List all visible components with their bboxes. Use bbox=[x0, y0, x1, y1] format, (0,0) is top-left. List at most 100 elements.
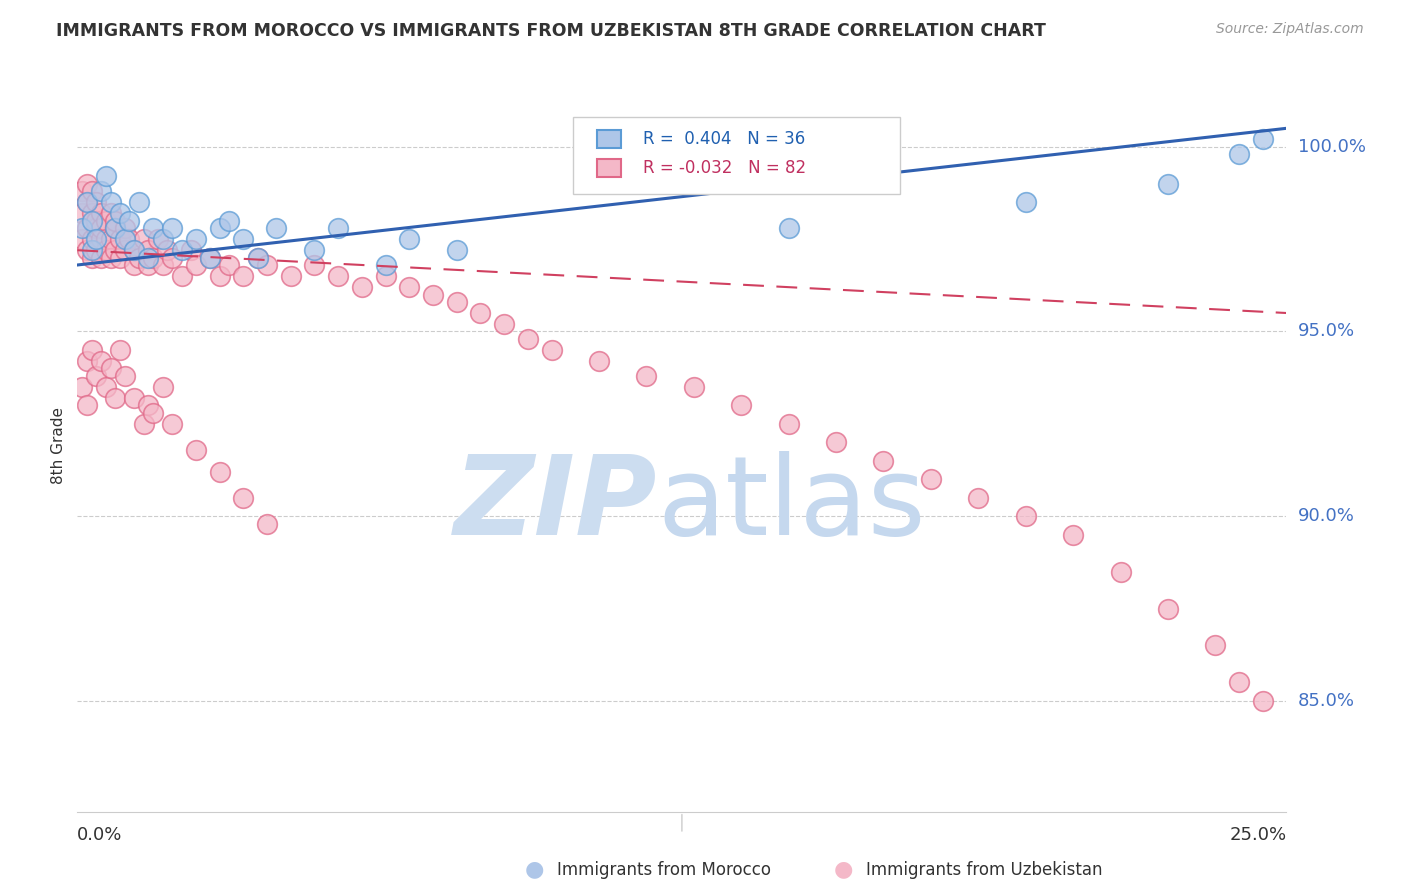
Point bbox=[100, 251, 122, 265]
Point bbox=[1109, 565, 1132, 579]
Point bbox=[84, 221, 107, 235]
Point bbox=[1227, 147, 1250, 161]
Point bbox=[122, 391, 145, 405]
Point bbox=[1251, 694, 1274, 708]
Point bbox=[104, 244, 127, 258]
Point bbox=[100, 361, 122, 376]
Point bbox=[446, 244, 468, 258]
Text: 25.0%: 25.0% bbox=[1229, 827, 1286, 845]
Point bbox=[232, 491, 254, 505]
Y-axis label: 8th Grade: 8th Grade bbox=[51, 408, 66, 484]
Point bbox=[118, 232, 141, 246]
Point bbox=[266, 221, 288, 235]
Text: 90.0%: 90.0% bbox=[1298, 508, 1354, 525]
Point bbox=[104, 221, 127, 235]
Point bbox=[94, 244, 117, 258]
Point bbox=[90, 184, 112, 198]
Point bbox=[160, 417, 183, 431]
Point bbox=[156, 244, 179, 258]
Point bbox=[184, 442, 207, 457]
Point bbox=[920, 472, 942, 486]
Point bbox=[114, 221, 136, 235]
Point bbox=[825, 435, 848, 450]
Point bbox=[90, 251, 112, 265]
Point bbox=[94, 380, 117, 394]
Point bbox=[104, 213, 127, 227]
Point bbox=[1157, 601, 1180, 615]
Point bbox=[76, 177, 98, 191]
Point bbox=[80, 343, 103, 357]
Point bbox=[1015, 509, 1038, 524]
FancyBboxPatch shape bbox=[598, 159, 621, 178]
Point bbox=[138, 398, 160, 412]
Text: IMMIGRANTS FROM MOROCCO VS IMMIGRANTS FROM UZBEKISTAN 8TH GRADE CORRELATION CHAR: IMMIGRANTS FROM MOROCCO VS IMMIGRANTS FR… bbox=[56, 22, 1046, 40]
Point bbox=[730, 398, 752, 412]
Point bbox=[84, 213, 107, 227]
Text: R =  0.404   N = 36: R = 0.404 N = 36 bbox=[643, 130, 806, 148]
Point bbox=[122, 258, 145, 272]
Point bbox=[232, 268, 254, 283]
Point bbox=[208, 465, 231, 479]
Point bbox=[374, 258, 396, 272]
Point bbox=[374, 268, 396, 283]
Point bbox=[872, 454, 894, 468]
Point bbox=[778, 417, 800, 431]
Text: ●: ● bbox=[834, 860, 853, 880]
Text: Immigrants from Uzbekistan: Immigrants from Uzbekistan bbox=[866, 861, 1102, 879]
Point bbox=[118, 213, 141, 227]
Point bbox=[132, 417, 155, 431]
Point bbox=[142, 406, 165, 420]
Point bbox=[100, 232, 122, 246]
Point bbox=[132, 232, 155, 246]
Point bbox=[90, 232, 112, 246]
Point bbox=[114, 368, 136, 383]
Point bbox=[152, 258, 174, 272]
Point bbox=[398, 280, 420, 294]
Point bbox=[1251, 132, 1274, 146]
Point bbox=[170, 244, 193, 258]
Point bbox=[398, 232, 420, 246]
Point bbox=[70, 221, 93, 235]
Point bbox=[104, 391, 127, 405]
Point bbox=[232, 232, 254, 246]
Point bbox=[122, 244, 145, 258]
Point bbox=[80, 232, 103, 246]
Point bbox=[1227, 675, 1250, 690]
Point bbox=[94, 169, 117, 184]
FancyBboxPatch shape bbox=[598, 129, 621, 148]
Point bbox=[470, 306, 492, 320]
Point bbox=[170, 268, 193, 283]
Point bbox=[256, 258, 278, 272]
Point bbox=[70, 380, 93, 394]
Point bbox=[540, 343, 562, 357]
Point bbox=[160, 251, 183, 265]
Point bbox=[84, 232, 107, 246]
Point bbox=[90, 206, 112, 220]
Point bbox=[208, 221, 231, 235]
Point bbox=[516, 332, 538, 346]
Point bbox=[84, 195, 107, 210]
Point bbox=[218, 213, 240, 227]
Point bbox=[304, 258, 326, 272]
Point bbox=[84, 368, 107, 383]
Point bbox=[208, 268, 231, 283]
Point bbox=[142, 221, 165, 235]
FancyBboxPatch shape bbox=[574, 117, 900, 194]
Point bbox=[76, 398, 98, 412]
Text: atlas: atlas bbox=[658, 451, 927, 558]
Point bbox=[1204, 639, 1226, 653]
Point bbox=[198, 251, 221, 265]
Point bbox=[682, 380, 704, 394]
Point bbox=[326, 268, 349, 283]
Point bbox=[100, 206, 122, 220]
Point bbox=[1062, 527, 1084, 541]
Text: Source: ZipAtlas.com: Source: ZipAtlas.com bbox=[1216, 22, 1364, 37]
Point bbox=[108, 206, 131, 220]
Text: R = -0.032   N = 82: R = -0.032 N = 82 bbox=[643, 159, 807, 177]
Point bbox=[152, 232, 174, 246]
Point bbox=[326, 221, 349, 235]
Point bbox=[142, 251, 165, 265]
Point bbox=[184, 258, 207, 272]
Text: 95.0%: 95.0% bbox=[1298, 323, 1355, 341]
Point bbox=[80, 244, 103, 258]
